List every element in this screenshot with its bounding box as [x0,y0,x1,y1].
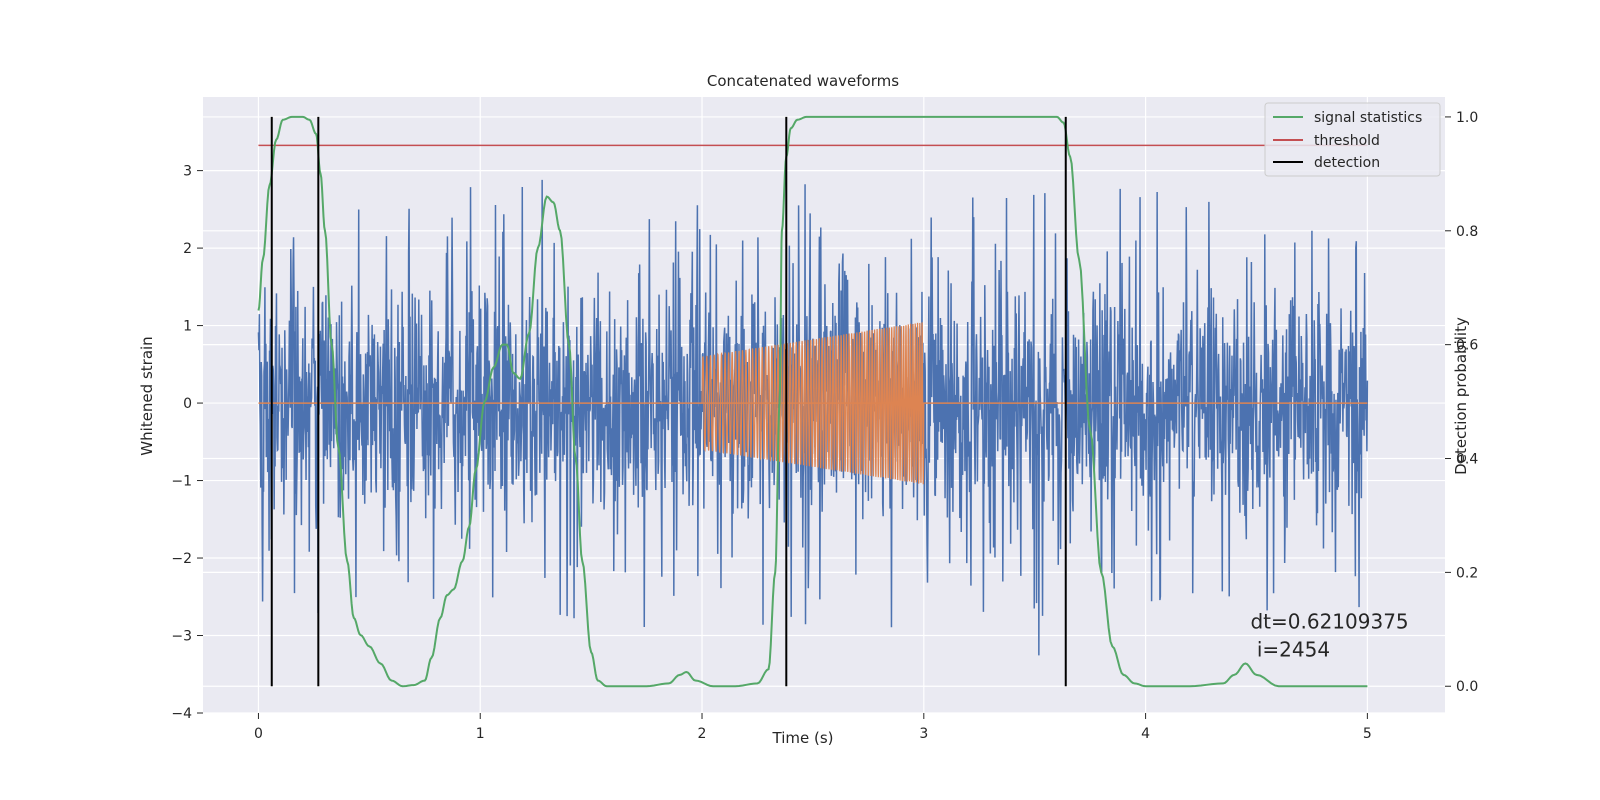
x-tick-label: 5 [1363,726,1372,742]
y-tick-label: 3 [183,164,192,180]
x-tick-label: 0 [254,726,263,742]
y2-axis-ticks: 0.0 0.2 0.4 0.6 0.8 1.0 [1445,110,1478,695]
x-axis-label: Time (s) [772,729,834,747]
x-tick-label: 2 [698,726,707,742]
legend: signal statistics threshold detection [1264,102,1441,177]
legend-label-threshold: threshold [1314,133,1380,149]
y-tick-label: −4 [171,706,192,722]
injected-waveform-series [701,322,925,485]
y2-tick-label: 1.0 [1456,110,1478,126]
y-axis-label: Whitened strain [138,336,156,455]
y2-tick-label: 0.2 [1456,565,1478,581]
x-tick-label: 3 [919,726,928,742]
legend-label-detection: detection [1314,155,1380,171]
x-tick-label: 4 [1141,726,1150,742]
y2-tick-label: 0.4 [1456,452,1478,468]
y2-tick-label: 0.6 [1456,338,1478,354]
y-tick-label: 1 [183,319,192,335]
y-tick-label: −2 [171,551,192,567]
y2-axis-label: Detection probability [1452,317,1470,475]
chart-title: Concatenated waveforms [707,72,899,90]
y-tick-label: −1 [171,474,192,490]
whitened-strain-series [257,179,1369,656]
legend-label-signal-statistics: signal statistics [1314,110,1422,126]
signal-statistics-series [257,115,1368,688]
y-tick-label: 2 [183,241,192,257]
plot-series [257,115,1369,688]
annotation-index: i=2454 [1250,638,1330,662]
x-axis-ticks: 0 1 2 3 4 5 [254,713,1372,742]
y-tick-label: 0 [183,396,192,412]
x-tick-label: 1 [476,726,485,742]
legend-box [1264,102,1441,177]
y2-tick-label: 0.8 [1456,224,1478,240]
y-axis-ticks: −4 −3 −2 −1 0 1 2 3 [171,164,203,722]
y-tick-label: −3 [171,629,192,645]
y2-tick-label: 0.0 [1456,679,1478,695]
annotation-dt: dt=0.62109375 [1250,610,1408,634]
detection-lines [270,116,1067,687]
annotation: dt=0.62109375 i=2454 [1250,610,1408,662]
